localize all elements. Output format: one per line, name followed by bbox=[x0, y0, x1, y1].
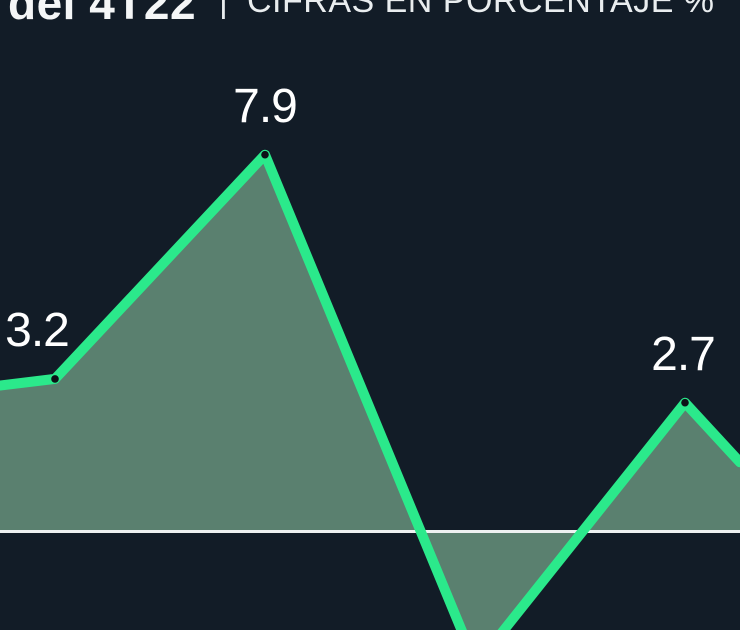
area-fill bbox=[0, 154, 740, 630]
headline-bold-text: del 4T22 bbox=[8, 0, 197, 29]
value-label: 2.7 bbox=[651, 327, 716, 381]
value-label: 3.2 bbox=[5, 303, 70, 357]
headline-separator: | bbox=[219, 0, 228, 20]
data-point-marker bbox=[261, 150, 269, 159]
data-point-marker bbox=[681, 398, 689, 407]
headline: del 4T22 | CIFRAS EN PORCENTAJE % bbox=[0, 0, 740, 40]
data-point-marker bbox=[51, 375, 59, 383]
value-label: 7.9 bbox=[233, 79, 298, 133]
headline-subtitle: CIFRAS EN PORCENTAJE % bbox=[247, 0, 715, 20]
trend-line bbox=[0, 149, 740, 630]
